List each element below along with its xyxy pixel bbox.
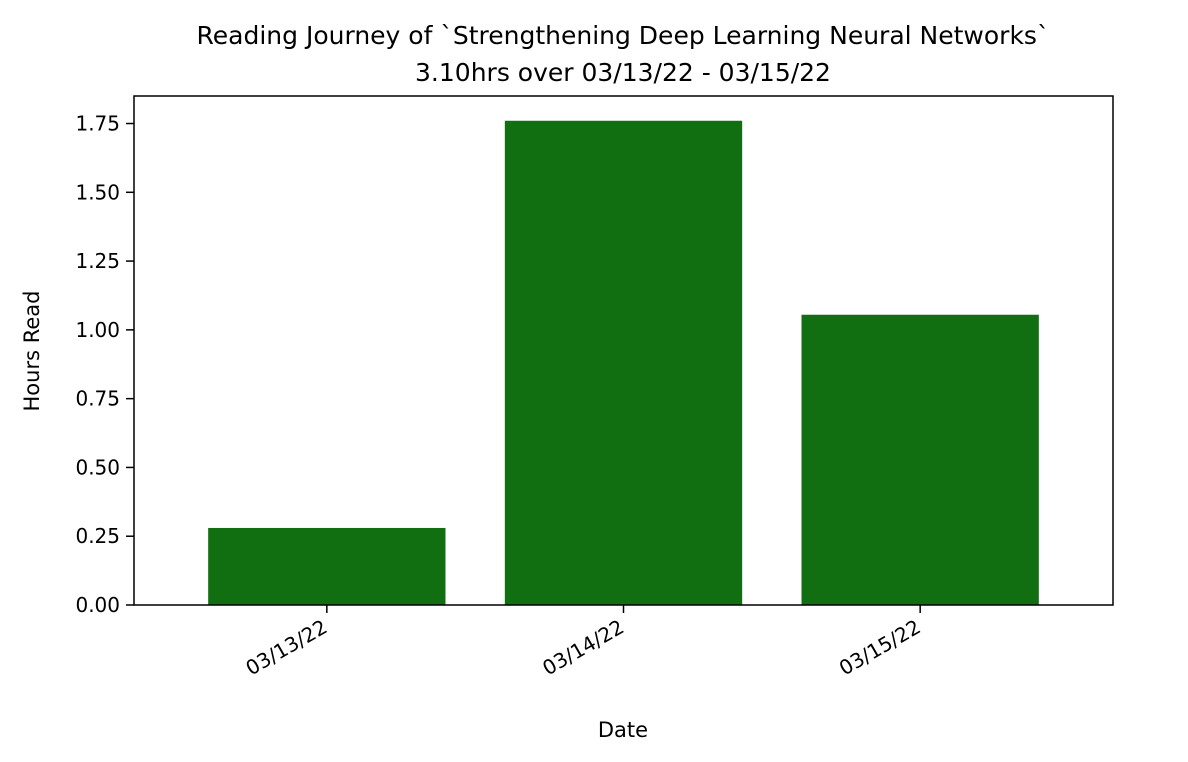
bars-group	[208, 120, 1039, 606]
y-tick-label-7: 1.50	[75, 180, 120, 204]
y-tick-label-3: 0.50	[75, 455, 120, 479]
y-tick-label-5: 1.00	[75, 318, 120, 342]
x-axis: 03/13/22 03/14/22 03/15/22	[242, 605, 925, 680]
y-axis: 0.00 0.25 0.50 0.75 1.00 1.25 1.50 1.75	[75, 112, 134, 617]
x-tick-label-2: 03/14/22	[538, 615, 628, 681]
y-axis-label: Hours Read	[20, 291, 44, 412]
x-axis-label: Date	[598, 718, 648, 742]
y-tick-label-6: 1.25	[75, 249, 120, 273]
plot-frame	[133, 95, 1114, 606]
x-tick-label-1: 03/13/22	[242, 615, 332, 681]
x-tick-label-3: 03/15/22	[835, 615, 925, 681]
y-tick-label-1: 0.00	[75, 593, 120, 617]
chart-subtitle: 3.10hrs over 03/13/22 - 03/15/22	[415, 58, 831, 87]
bar-3	[801, 314, 1039, 605]
y-tick-label-4: 0.75	[75, 387, 120, 411]
y-tick-label-2: 0.25	[75, 524, 120, 548]
bar-1	[208, 527, 446, 605]
bar-2	[504, 120, 743, 606]
chart-title: Reading Journey of `Strengthening Deep L…	[197, 21, 1050, 50]
y-tick-label-8: 1.75	[75, 112, 120, 136]
